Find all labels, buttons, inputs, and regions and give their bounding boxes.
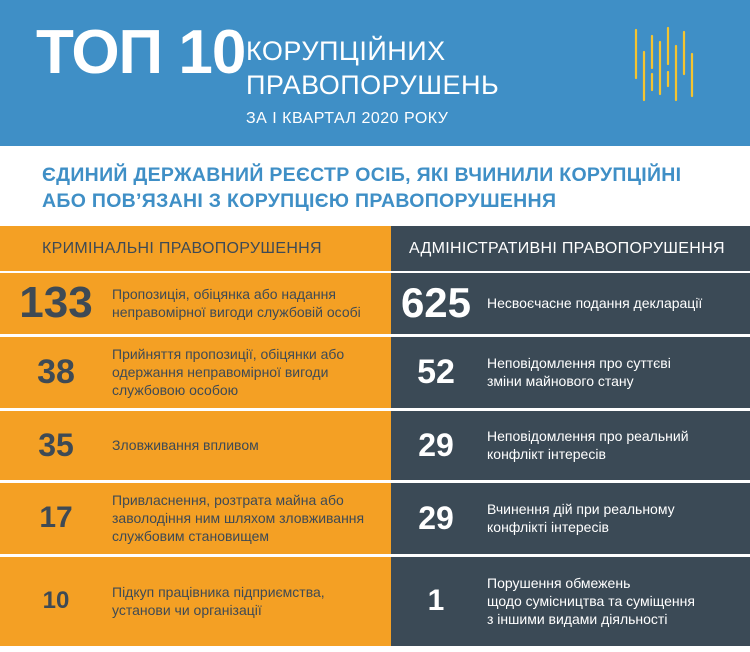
offense-count: 17 [39,501,73,534]
offense-description: Порушення обмежень щодо сумісництва та су… [481,574,695,628]
offense-count: 29 [418,499,454,536]
offense-count: 133 [19,278,93,327]
offense-description: Прийняття пропозиції, обіцянки або одержа… [112,345,344,399]
offense-description-line: Неповідомлення про реальний [487,428,689,444]
offense-count: 52 [417,352,455,391]
header-title-line2: ПРАВОПОРУШЕНЬ [246,70,500,100]
offense-count: 35 [38,426,74,463]
offense-description-line: конфлікті інтересів [487,519,609,535]
administrative-heading: АДМІНІСТРАТИВНІ ПРАВОПОРУШЕННЯ [391,226,750,272]
row-divider [0,409,750,411]
row-divider [0,555,750,557]
offense-description-line: службовим становищем [112,528,270,544]
offense-description-line: конфлікт інтересів [487,446,606,462]
offense-description: Підкуп працівника підприємства, установи … [112,583,325,619]
offense-description-line: Привласнення, розтрата майна або [112,492,344,508]
offense-description: Неповідомлення про реальний конфлікт інте… [481,427,689,463]
offense-description-line: установи чи організації [112,602,262,618]
administrative-row: 625 Несвоєчасне подання декларації [391,272,750,334]
offense-description-line: Несвоєчасне подання декларації [487,295,703,311]
criminal-row: 133 Пропозиція, обіцянка або надання непра… [0,272,391,334]
offense-description: Вчинення дій при реальному конфлікті інте… [481,500,675,536]
offense-description-line: Неповідомлення про суттєві [487,355,671,371]
administrative-row: 52 Неповідомлення про суттєві зміни майнов… [391,336,750,408]
registry-subtitle: ЄДИНИЙ ДЕРЖАВНИЙ РЕЄСТР ОСІБ, ЯКІ ВЧИНИЛ… [42,162,732,214]
offense-description-line: службовою особою [112,382,239,398]
header-period: ЗА І КВАРТАЛ 2020 РОКУ [246,110,449,127]
header-divider [0,271,750,273]
logo-icon [634,26,694,102]
administrative-row: 1 Порушення обмежень щодо сумісництва та с… [391,556,750,646]
offense-description: Неповідомлення про суттєві зміни майновог… [481,354,671,390]
header-banner: ТОП 10 КОРУПЦІЙНИХ ПРАВОПОРУШЕНЬ ЗА І КВ… [0,0,750,146]
top-ten-label: ТОП 10 [36,18,246,87]
header-title: КОРУПЦІЙНИХ ПРАВОПОРУШЕНЬ [246,34,499,102]
subtitle-line1: ЄДИНИЙ ДЕРЖАВНИЙ РЕЄСТР ОСІБ, ЯКІ ВЧИНИЛ… [42,164,682,186]
subtitle-line2: АБО ПОВ’ЯЗАНІ З КОРУПЦІЄЮ ПРАВОПОРУШЕННЯ [42,190,557,212]
offense-description: Зловживання впливом [112,436,259,454]
offense-description-line: з іншими видами діяльності [487,611,668,627]
offense-description-line: зміни майнового стану [487,373,634,389]
criminal-row: 35 Зловживання впливом [0,410,391,480]
offense-count: 10 [42,587,70,614]
offense-description-line: неправомірної вигоди службовій особі [112,304,361,320]
criminal-heading: КРИМІНАЛЬНІ ПРАВОПОРУШЕННЯ [0,226,391,272]
criminal-row: 10 Підкуп працівника підприємства, установ… [0,556,391,646]
offense-description-line: щодо сумісництва та суміщення [487,593,695,609]
offense-description: Несвоєчасне подання декларації [481,294,702,312]
offense-count: 29 [418,426,454,463]
offense-description-line: Вчинення дій при реальному [487,501,675,517]
administrative-row: 29 Вчинення дій при реальному конфлікті ін… [391,482,750,554]
offense-count: 1 [427,584,445,617]
row-divider [0,335,750,337]
offense-description-line: Підкуп працівника підприємства, [112,584,325,600]
offense-description: Привласнення, розтрата майна або заволоді… [112,491,364,545]
offense-description-line: Пропозиція, обіцянка або надання [112,286,336,302]
header-title-line1: КОРУПЦІЙНИХ [246,36,446,66]
offense-description-line: Зловживання впливом [112,437,259,453]
offense-description-line: Прийняття пропозиції, обіцянки або [112,346,345,362]
criminal-row: 38 Прийняття пропозиції, обіцянки або одер… [0,336,391,408]
offense-count: 38 [37,352,75,391]
administrative-row: 29 Неповідомлення про реальний конфлікт ін… [391,410,750,480]
offense-count: 625 [400,279,472,326]
offense-description-line: Порушення обмежень [487,575,631,591]
offense-description-line: заволодіння ним шляхом зловживання [112,510,365,526]
row-divider [0,481,750,483]
criminal-row: 17 Привласнення, розтрата майна або заволо… [0,482,391,554]
offense-description-line: одержання неправомірної вигоди [112,364,329,380]
offense-description: Пропозиція, обіцянка або надання неправом… [112,285,361,321]
